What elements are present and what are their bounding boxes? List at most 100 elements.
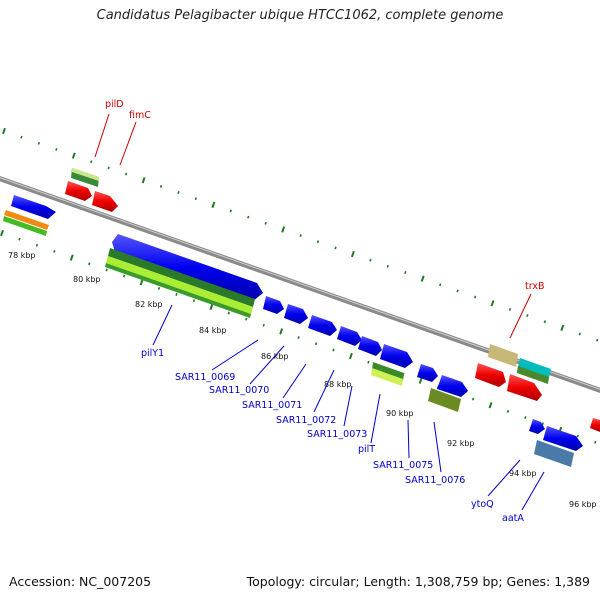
feature-cds-red-edge [590,418,600,432]
tick-mark [316,240,320,244]
feature-rna-orange [4,210,49,230]
feature-cds-blue [11,195,56,219]
feature-pilD-stripe [72,168,99,181]
tick-mark [175,293,178,296]
tick-mark [139,279,144,286]
gene-labels-red: pilD fimC trxB [105,99,545,292]
leader-line-pilY1 [152,304,173,346]
tick-mark [88,262,91,266]
tick-mark [194,197,198,201]
tick-mark [71,152,76,159]
kbp-label: 92 kbp [447,439,475,448]
upper-tick-track [2,127,599,342]
feature-pilY1-band [108,248,255,307]
tick-mark [350,250,355,258]
leader-line-SAR11_0071 [282,363,307,399]
tick-mark [543,320,547,324]
feature-rna-green [3,216,47,236]
tick-mark [122,274,126,278]
gene-label-aatA: aatA [502,513,524,524]
tick-mark [456,289,459,293]
tick-mark [508,307,512,311]
tick-mark [37,141,41,145]
feature-trxB-cds [475,363,506,387]
accession-text: Accession: NC_007205 [9,574,152,589]
tick-mark [420,275,425,282]
feature-SAR11_0073-cds [358,336,382,356]
feature-rna-steelblue [534,440,574,467]
tick-mark [264,221,267,225]
lower-tick-track [0,229,597,444]
leader-line-SAR11_0069 [211,339,259,371]
tick-mark [369,258,372,262]
tick-mark [488,402,493,409]
feature-rna-olive [428,388,461,412]
feature-rna-tan [488,344,518,367]
tick-mark [55,148,58,151]
feature-aatA-cds [543,426,583,451]
tick-mark [262,323,265,327]
tick-mark [576,434,579,438]
kbp-label: 82 kbp [135,300,163,309]
kbp-label: 90 kbp [386,409,414,418]
tick-mark [247,215,250,219]
feature-pilY1-band [106,256,253,314]
tick-mark [334,246,337,250]
gene-labels-blue: pilY1 SAR11_0069 SAR11_0070 SAR11_0071 S… [141,348,524,524]
tick-mark [2,127,6,135]
tick-mark [177,191,180,194]
genome-summary-text: Topology: circular; Length: 1,308,759 bp… [246,574,590,589]
tick-mark [192,299,196,303]
feature-rna-green [517,366,549,384]
leader-line-SAR11_0072 [313,369,335,413]
tick-mark [53,250,56,253]
feature-pilT-band [372,362,404,381]
tick-mark [439,283,442,287]
leader-line-trxB [509,293,532,339]
kbp-label: 80 kbp [73,275,101,284]
feature-pilY1-band [105,263,251,318]
gene-label-SAR11_0075: SAR11_0075 [373,460,433,471]
gene-label-trxB: trxB [525,281,545,292]
tick-mark [281,226,286,233]
gene-label-fimC: fimC [129,110,151,121]
leader-lines [94,113,545,511]
feature-ytoQ-cds [529,419,545,434]
tick-mark [596,338,599,342]
kbp-label: 78 kbp [8,251,36,260]
gene-label-pilD: pilD [105,99,124,110]
tick-mark [0,229,4,237]
leader-line-SAR11_0076 [433,421,442,473]
tick-mark [332,348,335,352]
tick-mark [157,286,161,290]
tick-mark [524,416,527,420]
tick-mark [245,317,248,321]
gene-label-SAR11_0072: SAR11_0072 [276,415,336,426]
leader-line-pilD [94,113,110,158]
tick-mark [348,352,353,360]
leader-line-ytoQ [487,459,521,497]
leader-line-fimC [119,121,137,166]
tick-mark [490,300,495,307]
feature-pilT-band [371,368,403,386]
tick-mark [386,264,389,268]
tick-mark [541,422,545,426]
tick-mark [279,328,284,335]
tick-mark [18,237,21,241]
gene-label-pilT: pilT [358,444,375,455]
feature-SAR11_0076-cds [437,375,468,397]
upper-features [65,168,600,432]
gene-label-SAR11_0070: SAR11_0070 [209,385,269,396]
tick-mark [526,314,529,318]
tick-mark [107,166,110,170]
kbp-label: 94 kbp [509,469,537,478]
feature-SAR11_0075-cds [417,364,438,382]
feature-SAR11_0069-cds [263,296,284,314]
tick-mark [211,201,216,209]
gene-label-SAR11_0073: SAR11_0073 [307,429,367,440]
gene-label-SAR11_0071: SAR11_0071 [242,400,302,411]
leader-line-pilT [370,393,381,444]
feature-fimC-cds [92,191,118,212]
tick-mark [404,271,407,274]
